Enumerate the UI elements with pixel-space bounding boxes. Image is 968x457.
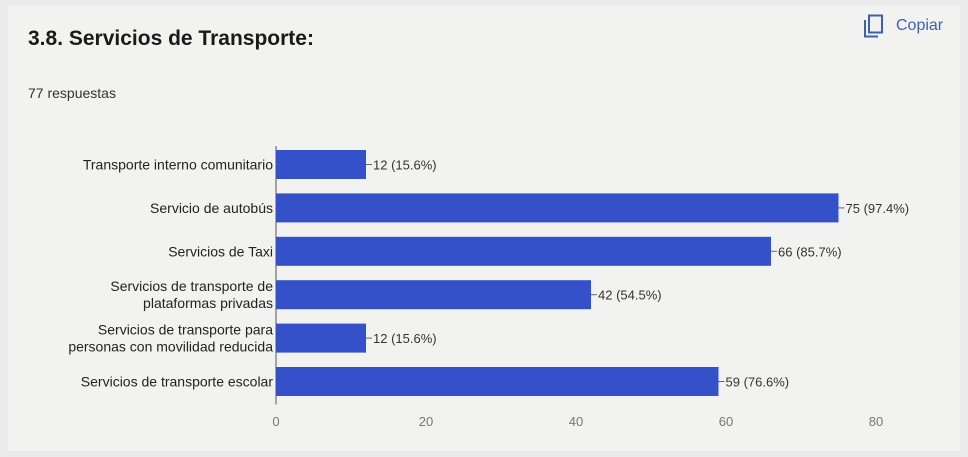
x-tick-label: 60 <box>719 414 733 429</box>
data-label: 12 (15.6%) <box>373 331 437 346</box>
bar-0 <box>276 150 366 179</box>
category-label: plataformas privadas <box>143 295 273 311</box>
question-title: 3.8. Servicios de Transporte: <box>28 27 314 50</box>
copy-label: Copiar <box>896 17 944 34</box>
x-tick-label: 80 <box>869 414 883 429</box>
bar-3 <box>276 280 591 310</box>
data-label: 12 (15.6%) <box>373 158 437 173</box>
bar-5 <box>276 367 719 396</box>
bar-4 <box>276 323 366 353</box>
copy-button[interactable]: Copiar <box>862 14 943 38</box>
response-count: 77 respuestas <box>28 85 116 101</box>
category-label: personas con movilidad reducida <box>68 339 273 355</box>
category-label: Servicios de transporte de <box>110 278 273 294</box>
category-label: Servicios de transporte escolar <box>81 374 274 390</box>
x-tick-label: 0 <box>272 414 279 429</box>
data-label: 75 (97.4%) <box>846 201 910 216</box>
bar-1 <box>276 193 839 223</box>
category-label: Servicios de transporte para <box>98 322 273 338</box>
category-label: Transporte interno comunitario <box>83 157 273 173</box>
data-label: 59 (76.6%) <box>726 375 790 390</box>
data-label: 66 (85.7%) <box>778 244 842 259</box>
bar-2 <box>276 236 771 266</box>
category-label: Servicio de autobús <box>150 200 273 216</box>
category-label: Servicios de Taxi <box>168 243 273 259</box>
x-tick-label: 20 <box>419 414 433 429</box>
data-label: 42 (54.5%) <box>598 288 662 303</box>
copy-icon <box>864 14 883 38</box>
x-tick-label: 40 <box>569 414 583 429</box>
